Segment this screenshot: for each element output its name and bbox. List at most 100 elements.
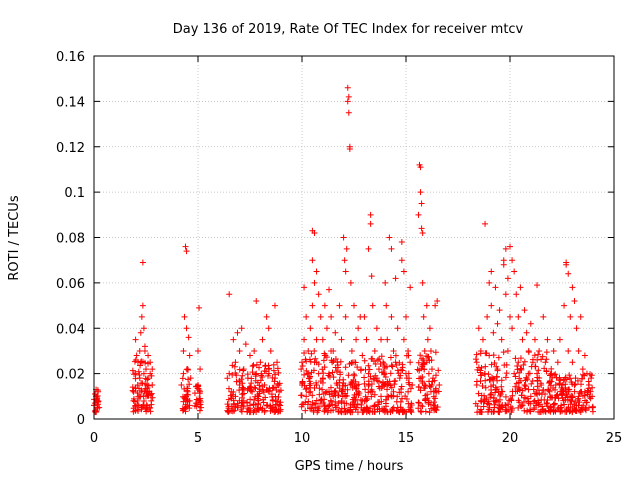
data-point-dense: [559, 394, 566, 401]
data-point-dense: [432, 395, 439, 402]
data-point-dense: [588, 372, 595, 379]
data-point-dense: [389, 408, 396, 415]
data-point-dense: [140, 398, 147, 405]
data-point-dense: [567, 401, 574, 408]
data-point-dense: [379, 380, 386, 386]
data-point: [424, 336, 431, 343]
data-point-dense: [530, 398, 537, 405]
data-point-dense: [393, 361, 400, 368]
data-point: [313, 336, 320, 343]
data-point-dense: [525, 400, 532, 407]
data-point-dense: [472, 356, 479, 363]
data-point-dense: [507, 403, 514, 410]
data-point: [390, 347, 397, 354]
data-point-dense: [361, 357, 368, 364]
data-point-dense: [342, 364, 349, 371]
data-point: [365, 370, 372, 377]
data-point: [261, 381, 268, 388]
data-point: [392, 275, 399, 282]
data-point-dense: [342, 382, 349, 389]
data-point: [197, 388, 204, 395]
data-point-dense: [530, 406, 537, 413]
data-point: [398, 257, 405, 264]
data-point: [504, 347, 511, 354]
data-point-dense: [589, 408, 596, 415]
data-point-dense: [249, 363, 256, 370]
data-point: [586, 404, 593, 411]
data-point: [313, 381, 320, 388]
data-point-dense: [343, 400, 350, 407]
data-point: [403, 370, 409, 377]
data-point-dense: [298, 392, 305, 399]
data-point-dense: [391, 378, 398, 385]
data-point: [348, 347, 355, 354]
data-point-dense: [273, 406, 280, 413]
data-point: [344, 84, 351, 91]
data-point: [345, 93, 352, 100]
data-point-dense: [544, 396, 551, 403]
data-point: [247, 402, 253, 409]
data-point: [326, 370, 333, 377]
data-point-dense: [479, 382, 486, 389]
data-point: [361, 313, 368, 320]
data-point: [319, 336, 326, 343]
data-point-dense: [432, 402, 439, 409]
data-point: [477, 397, 484, 404]
data-point-dense: [351, 372, 358, 379]
data-point-dense: [485, 409, 492, 416]
data-point-dense: [376, 356, 383, 363]
data-point-dense: [143, 408, 150, 415]
data-point: [234, 329, 241, 336]
data-point-dense: [475, 390, 482, 397]
data-point-dense: [512, 373, 519, 380]
data-point: [242, 341, 249, 348]
data-point: [265, 325, 272, 332]
data-point: [540, 313, 547, 320]
data-point-dense: [347, 401, 354, 408]
data-point: [303, 313, 310, 320]
data-point-dense: [509, 405, 516, 412]
data-point: [548, 370, 555, 377]
data-point-dense: [268, 405, 275, 412]
data-point-dense: [388, 384, 395, 391]
data-point-dense: [365, 389, 372, 396]
data-point-dense: [408, 409, 415, 416]
data-point-dense: [559, 408, 566, 415]
data-point-dense: [376, 405, 383, 412]
data-point-dense: [559, 381, 566, 388]
data-point-dense: [420, 357, 427, 364]
data-point-dense: [418, 355, 425, 362]
data-point: [274, 359, 281, 366]
data-point-dense: [302, 386, 309, 393]
data-point: [579, 366, 586, 373]
data-point-dense: [299, 363, 306, 370]
data-point-dense: [419, 378, 426, 385]
data-point-dense: [514, 366, 521, 373]
data-point-dense: [396, 389, 403, 396]
data-point: [430, 375, 437, 382]
data-point-dense: [556, 380, 563, 387]
data-point: [515, 313, 522, 320]
data-point-dense: [370, 358, 377, 365]
data-point-dense: [330, 358, 337, 365]
data-point-dense: [535, 351, 542, 358]
data-point: [315, 370, 322, 377]
data-point: [326, 286, 333, 293]
data-point-dense: [344, 386, 351, 393]
x-tick-label: 0: [90, 431, 98, 446]
data-point: [347, 279, 354, 286]
data-point-dense: [493, 374, 500, 381]
data-point-dense: [416, 375, 423, 382]
data-point: [588, 375, 595, 382]
data-point: [420, 313, 427, 320]
data-point: [234, 404, 241, 411]
data-point: [475, 325, 482, 332]
data-point-dense: [227, 392, 234, 399]
data-point: [482, 370, 489, 377]
data-point-dense: [254, 405, 261, 412]
data-point: [271, 302, 278, 309]
data-point: [143, 393, 149, 400]
data-point-dense: [541, 365, 548, 372]
data-point: [365, 245, 372, 252]
data-point: [328, 313, 335, 320]
